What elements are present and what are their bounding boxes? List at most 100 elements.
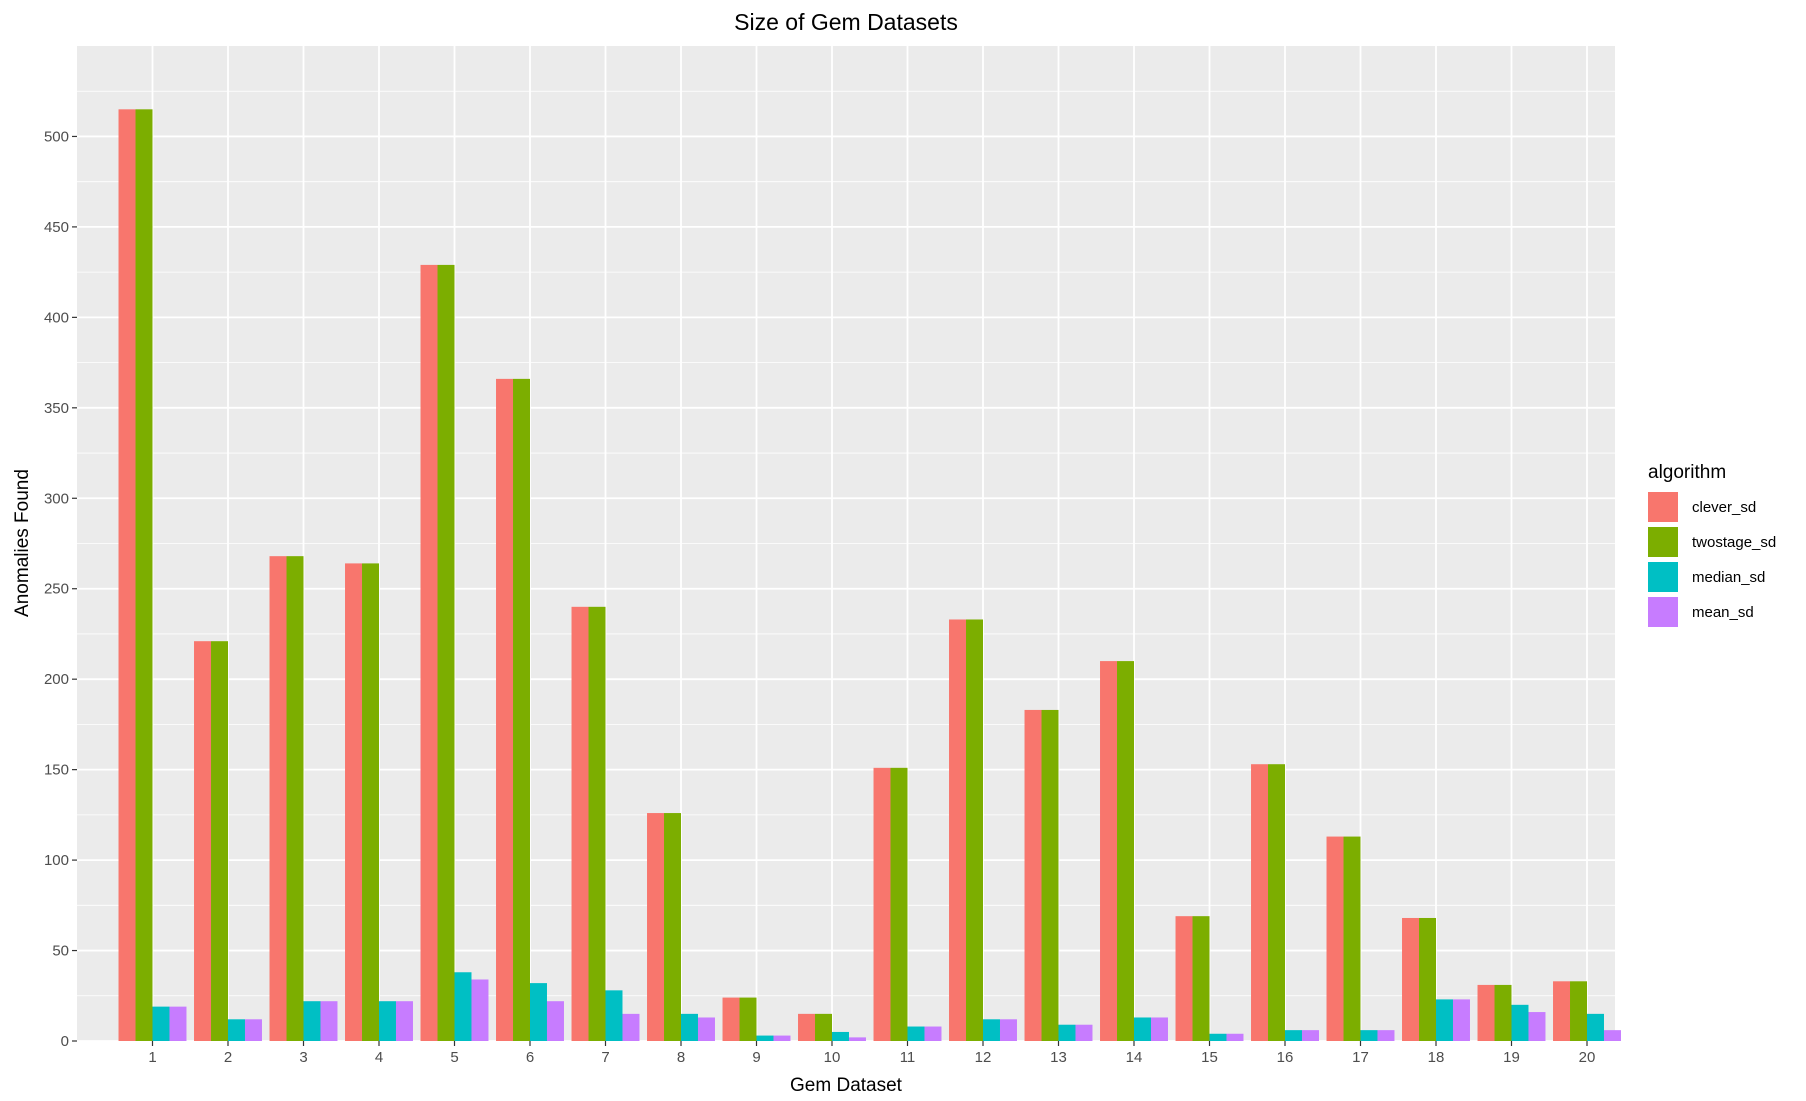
x-tick-label: 13 xyxy=(1050,1049,1067,1066)
bar-median_sd-15 xyxy=(1209,1033,1227,1041)
bar-twostage_sd-5 xyxy=(437,264,455,1041)
y-tick-label: 250 xyxy=(44,581,69,598)
bar-median_sd-5 xyxy=(454,972,472,1041)
bar-mean_sd-4 xyxy=(395,1001,413,1041)
bar-median_sd-2 xyxy=(228,1019,245,1041)
bar-clever_sd-10 xyxy=(798,1013,816,1041)
bar-mean_sd-2 xyxy=(244,1019,262,1041)
bar-twostage_sd-12 xyxy=(966,619,983,1041)
bar-median_sd-1 xyxy=(152,1006,170,1041)
bar-median_sd-4 xyxy=(379,1001,396,1041)
bar-median_sd-3 xyxy=(303,1001,321,1041)
legend-key-median_sd xyxy=(1648,562,1678,592)
x-tick-label: 15 xyxy=(1201,1049,1218,1066)
x-tick-label: 6 xyxy=(526,1049,534,1066)
bar-clever_sd-19 xyxy=(1477,984,1495,1041)
y-tick-label: 500 xyxy=(44,128,69,145)
x-tick-label: 18 xyxy=(1428,1049,1445,1066)
bar-clever_sd-3 xyxy=(269,556,287,1041)
y-axis-title: Anomalies Found xyxy=(12,469,33,617)
x-tick-label: 4 xyxy=(375,1049,383,1066)
x-tick-label: 2 xyxy=(224,1049,232,1066)
bar-clever_sd-5 xyxy=(420,264,438,1041)
bar-mean_sd-19 xyxy=(1528,1012,1546,1041)
bar-mean_sd-3 xyxy=(320,1001,338,1041)
bar-median_sd-8 xyxy=(681,1013,698,1041)
bar-clever_sd-13 xyxy=(1024,709,1042,1041)
bar-median_sd-20 xyxy=(1587,1013,1604,1041)
bar-twostage_sd-10 xyxy=(815,1013,832,1041)
legend-label-twostage_sd: twostage_sd xyxy=(1692,534,1776,551)
x-tick-label: 8 xyxy=(677,1049,685,1066)
x-tick-label: 20 xyxy=(1579,1049,1596,1066)
x-tick-label: 17 xyxy=(1352,1049,1369,1066)
bar-twostage_sd-13 xyxy=(1041,709,1059,1041)
y-tick-label: 300 xyxy=(44,490,69,507)
bar-twostage_sd-18 xyxy=(1419,917,1436,1041)
x-tick-label: 10 xyxy=(824,1049,841,1066)
bar-twostage_sd-6 xyxy=(513,378,530,1041)
x-tick-label: 19 xyxy=(1503,1049,1520,1066)
bar-median_sd-6 xyxy=(530,983,547,1041)
y-tick-label: 100 xyxy=(44,852,69,869)
bar-mean_sd-10 xyxy=(848,1037,866,1041)
bar-mean_sd-13 xyxy=(1075,1024,1093,1041)
bar-median_sd-13 xyxy=(1058,1024,1076,1041)
y-tick-label: 50 xyxy=(52,943,69,960)
bar-median_sd-11 xyxy=(907,1026,925,1041)
bar-twostage_sd-11 xyxy=(890,767,908,1041)
bar-clever_sd-1 xyxy=(118,109,136,1042)
bar-clever_sd-9 xyxy=(722,997,740,1041)
bar-twostage_sd-2 xyxy=(211,641,228,1041)
bar-clever_sd-2 xyxy=(194,641,212,1041)
bar-twostage_sd-4 xyxy=(362,563,379,1041)
legend-label-median_sd: median_sd xyxy=(1692,569,1765,586)
bar-twostage_sd-20 xyxy=(1570,981,1587,1041)
y-axis: 0 50 100 150 200 250 300 350 400 450 500 xyxy=(44,128,77,1050)
bar-clever_sd-6 xyxy=(496,378,514,1041)
x-tick-label: 5 xyxy=(450,1049,458,1066)
y-tick-label: 400 xyxy=(44,309,69,326)
bar-median_sd-18 xyxy=(1436,999,1453,1041)
x-tick-label: 9 xyxy=(752,1049,760,1066)
bar-twostage_sd-9 xyxy=(739,997,757,1041)
bar-mean_sd-18 xyxy=(1452,999,1470,1041)
bar-clever_sd-12 xyxy=(949,619,967,1041)
legend-key-twostage_sd xyxy=(1648,527,1678,557)
bar-median_sd-12 xyxy=(983,1019,1000,1041)
y-tick-label: 350 xyxy=(44,400,69,417)
bar-twostage_sd-1 xyxy=(135,109,153,1042)
bar-mean_sd-1 xyxy=(169,1006,187,1041)
bar-clever_sd-17 xyxy=(1326,836,1344,1041)
y-tick-label: 200 xyxy=(44,671,69,688)
bar-twostage_sd-8 xyxy=(664,813,681,1041)
bar-clever_sd-18 xyxy=(1402,917,1420,1041)
x-axis-title: Gem Dataset xyxy=(790,1075,903,1096)
y-tick-label: 0 xyxy=(61,1033,69,1050)
bar-twostage_sd-15 xyxy=(1192,916,1210,1041)
bar-clever_sd-7 xyxy=(571,606,589,1041)
bar-median_sd-10 xyxy=(832,1031,849,1041)
bar-clever_sd-14 xyxy=(1100,661,1118,1041)
bar-mean_sd-11 xyxy=(924,1026,942,1041)
x-tick-label: 16 xyxy=(1277,1049,1294,1066)
bar-mean_sd-6 xyxy=(546,1001,564,1041)
bar-mean_sd-12 xyxy=(999,1019,1017,1041)
bar-median_sd-19 xyxy=(1511,1004,1529,1041)
bar-mean_sd-7 xyxy=(622,1013,640,1041)
bar-twostage_sd-16 xyxy=(1268,764,1285,1041)
bar-mean_sd-20 xyxy=(1603,1030,1621,1041)
legend-title: algorithm xyxy=(1648,462,1726,483)
bar-twostage_sd-17 xyxy=(1343,836,1361,1041)
bar-clever_sd-15 xyxy=(1175,916,1193,1041)
bar-mean_sd-8 xyxy=(697,1017,715,1041)
legend-key-clever_sd xyxy=(1648,492,1678,522)
bars xyxy=(118,109,1621,1042)
bar-median_sd-14 xyxy=(1134,1017,1151,1041)
bar-mean_sd-14 xyxy=(1150,1017,1168,1041)
legend-label-mean_sd: mean_sd xyxy=(1692,604,1754,621)
x-tick-label: 1 xyxy=(148,1049,156,1066)
bar-clever_sd-16 xyxy=(1251,764,1269,1041)
bar-median_sd-9 xyxy=(756,1035,774,1041)
bar-mean_sd-5 xyxy=(471,979,489,1041)
